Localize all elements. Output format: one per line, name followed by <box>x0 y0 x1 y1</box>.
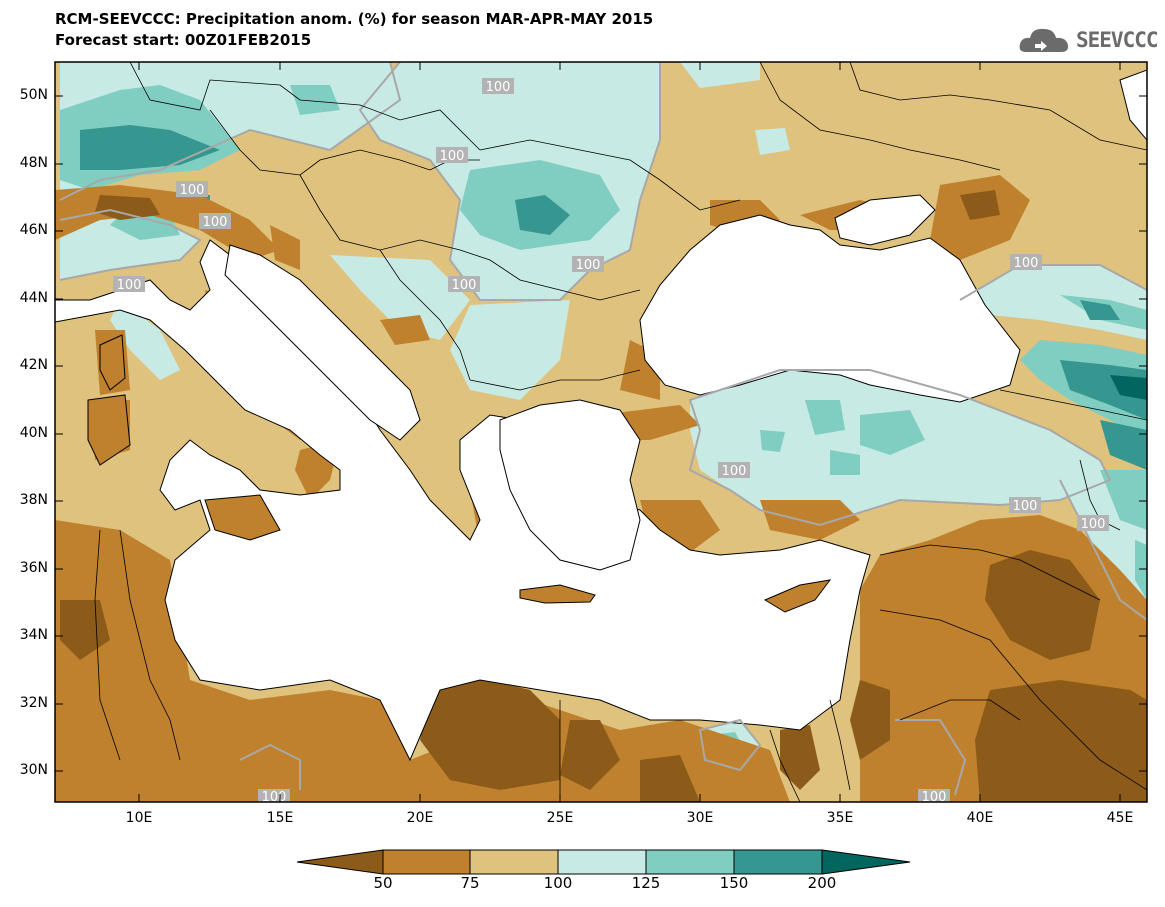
map-title: RCM-SEEVCCC: Precipitation anom. (%) for… <box>55 10 654 28</box>
svg-text:100: 100 <box>452 278 477 293</box>
sea-mask <box>55 69 1147 802</box>
svg-text:100: 100 <box>722 464 747 479</box>
lon-label-20e: 20E <box>406 810 434 826</box>
lat-label-38n: 38N <box>19 492 48 508</box>
colorbar-label-125: 125 <box>631 874 661 892</box>
lat-label-32n: 32N <box>19 695 48 711</box>
contour-label: 100 <box>482 78 514 95</box>
colorbar-label-100: 100 <box>543 874 573 892</box>
colorbar-segment-75-100 <box>469 849 559 875</box>
colorbar-label-75: 75 <box>460 874 480 892</box>
contour-label: 100 <box>448 276 480 293</box>
anomaly-under-50 <box>60 190 1147 802</box>
svg-text:100: 100 <box>440 149 465 164</box>
lat-label-36n: 36N <box>19 560 48 576</box>
lat-label-48n: 48N <box>19 155 48 171</box>
contour-label: 100 <box>199 213 231 230</box>
contour-label: 100 <box>436 147 468 164</box>
colorbar-segment-under-50 <box>296 849 384 875</box>
lat-label-42n: 42N <box>19 357 48 373</box>
sea-of-azov <box>834 194 936 246</box>
colorbar-label-150: 150 <box>719 874 749 892</box>
lon-label-30e: 30E <box>686 810 714 826</box>
country-borders <box>94 62 1147 802</box>
svg-text:100: 100 <box>486 80 511 95</box>
svg-text:100: 100 <box>180 183 205 198</box>
map-frame <box>54 61 1148 803</box>
contour-label: 100 <box>1077 515 1109 532</box>
sicily <box>204 494 281 541</box>
colorbar-label-50: 50 <box>373 874 393 892</box>
colorbar-segment-125-150 <box>645 849 735 875</box>
contour-label: 100 <box>572 256 604 273</box>
contour-label: 100 <box>718 462 750 479</box>
contour-label: 100 <box>176 181 208 198</box>
contour-label: 100 <box>1009 497 1041 514</box>
colorbar-label-200: 200 <box>807 874 837 892</box>
contour-label: 100 <box>113 276 145 293</box>
colorbar-segment-over-200 <box>821 849 911 875</box>
aegean-sea <box>499 399 641 571</box>
lat-label-44n: 44N <box>19 290 48 306</box>
sardinia <box>87 394 131 466</box>
colorbar <box>296 849 911 875</box>
svg-text:100: 100 <box>1081 517 1106 532</box>
contour-100-lines <box>59 62 1147 796</box>
svg-text:100: 100 <box>203 215 228 230</box>
colorbar-segment-100-125 <box>557 849 647 875</box>
lat-label-50n: 50N <box>19 87 48 103</box>
colorbar-segment-150-200 <box>733 849 823 875</box>
lon-label-40e: 40E <box>966 810 994 826</box>
lat-label-34n: 34N <box>19 627 48 643</box>
islands <box>87 334 832 613</box>
lon-label-25e: 25E <box>546 810 574 826</box>
lon-label-35e: 35E <box>826 810 854 826</box>
caspian-edge <box>1119 69 1147 141</box>
contour-label: 100 <box>918 789 950 805</box>
axis-ticks <box>55 62 1147 802</box>
forecast-start: Forecast start: 00Z01FEB2015 <box>55 31 312 49</box>
svg-text:100: 100 <box>1014 256 1039 271</box>
lon-label-15e: 15E <box>266 810 294 826</box>
cyprus <box>763 579 832 613</box>
lat-label-40n: 40N <box>19 425 48 441</box>
lat-label-30n: 30N <box>19 762 48 778</box>
logo-text: SEEVCCC <box>1076 28 1159 52</box>
adriatic-sea <box>224 244 421 441</box>
contour-labels: 100 100 100 100 100 100 100 100 100 100 … <box>113 78 1109 805</box>
svg-text:100: 100 <box>1013 499 1038 514</box>
cloud-icon <box>1019 28 1069 52</box>
lon-label-45e: 45E <box>1106 810 1134 826</box>
crete <box>519 584 596 604</box>
corsica <box>99 334 126 391</box>
svg-text:100: 100 <box>576 258 601 273</box>
seevccc-logo: SEEVCCC <box>1018 20 1159 60</box>
svg-text:100: 100 <box>922 790 947 805</box>
lat-label-46n: 46N <box>19 222 48 238</box>
contour-label: 100 <box>1010 254 1042 271</box>
svg-text:100: 100 <box>117 278 142 293</box>
colorbar-segment-50-75 <box>382 849 471 875</box>
lon-label-10e: 10E <box>125 810 153 826</box>
black-sea <box>639 214 1021 403</box>
